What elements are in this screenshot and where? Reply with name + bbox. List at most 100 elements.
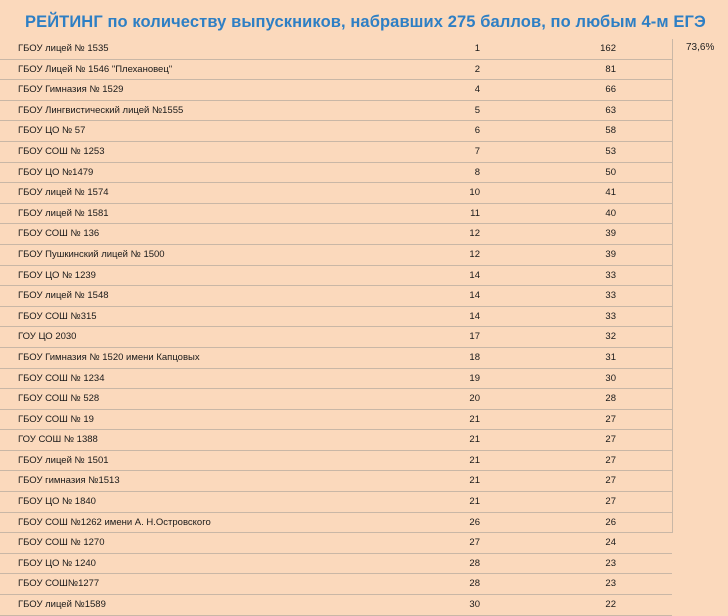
school-name: ГБОУ лицей № 1535 [18, 43, 109, 54]
table-row: ГБОУ СОШ № 1234 19 30 [0, 369, 672, 390]
graduates-count: 23 [605, 557, 616, 569]
graduates-count: 31 [605, 351, 616, 363]
rank-value: 28 [469, 557, 480, 569]
graduates-count: 63 [605, 104, 616, 116]
graduates-count: 39 [605, 248, 616, 260]
rank-value: 19 [469, 372, 480, 384]
school-name: ГБОУ СОШ № 1270 [18, 537, 105, 549]
rank-value: 17 [469, 331, 480, 343]
graduates-count: 58 [605, 125, 616, 137]
table-row: ГБОУ Гимназия № 1529 4 66 [0, 80, 672, 101]
table-row: ГБОУ Пушкинский лицей № 1500 12 39 [0, 245, 672, 266]
table-row: ГОУ ЦО 2030 17 32 [0, 327, 672, 348]
graduates-count: 66 [605, 84, 616, 96]
school-name: ГБОУ лицей №1589 [18, 599, 106, 611]
rank-value: 6 [474, 125, 480, 137]
rank-value: 10 [469, 187, 480, 199]
school-name: ГБОУ лицей № 1548 [18, 290, 109, 302]
rank-value: 11 [470, 207, 480, 219]
graduates-count: 81 [605, 63, 616, 75]
school-name: ГБОУ лицей № 1581 [18, 207, 109, 219]
table-right-border [672, 39, 673, 533]
rank-value: 21 [469, 496, 480, 508]
graduates-count: 28 [605, 393, 616, 405]
rank-value: 8 [474, 166, 480, 178]
graduates-count: 162 [600, 43, 616, 54]
table-row: ГБОУ ЦО № 1239 14 33 [0, 266, 672, 287]
graduates-count: 30 [605, 372, 616, 384]
school-name: ГБОУ Лицей № 1546 "Плехановец" [18, 63, 173, 75]
graduates-count: 53 [605, 145, 616, 157]
graduates-count: 26 [605, 516, 616, 528]
rank-value: 30 [469, 599, 480, 611]
table-row: ГБОУ лицей № 1535 1 162 [0, 39, 672, 60]
school-name: ГБОУ Лингвистический лицей №1555 [18, 104, 184, 116]
school-name: ГБОУ СОШ №315 [18, 310, 97, 322]
school-name: ГБОУ СОШ № 136 [18, 228, 100, 240]
graduates-count: 27 [605, 434, 616, 446]
rank-value: 1 [474, 43, 480, 54]
rank-value: 5 [474, 104, 480, 116]
rank-value: 21 [469, 434, 480, 446]
school-name: ГБОУ СОШ № 1234 [18, 372, 105, 384]
graduates-count: 41 [605, 187, 616, 199]
table-row: ГБОУ лицей № 1501 21 27 [0, 451, 672, 472]
school-name: ГБОУ СОШ №1262 имени А. Н.Островского [18, 516, 211, 528]
graduates-count: 50 [605, 166, 616, 178]
table-row: ГБОУ СОШ № 19 21 27 [0, 410, 672, 431]
rank-value: 2 [474, 63, 480, 75]
table-row: ГОУ СОШ № 1388 21 27 [0, 430, 672, 451]
graduates-count: 33 [605, 290, 616, 302]
table-row: ГБОУ Лингвистический лицей №1555 5 63 [0, 101, 672, 122]
rank-value: 27 [469, 537, 480, 549]
rank-value: 7 [474, 145, 480, 157]
school-name: ГБОУ ЦО № 57 [18, 125, 86, 137]
graduates-count: 27 [605, 475, 616, 487]
rank-value: 14 [469, 310, 480, 322]
rank-value: 21 [469, 454, 480, 466]
ranking-table: ГБОУ лицей № 1535 1 162 ГБОУ Лицей № 1546 "… [0, 39, 672, 616]
school-name: ГБОУ Гимназия № 1529 [18, 84, 124, 96]
table-row: ГБОУ ЦО № 57 6 58 [0, 121, 672, 142]
table-row: ГБОУ ЦО № 1840 21 27 [0, 492, 672, 513]
school-name: ГБОУ гимназия №1513 [18, 475, 120, 487]
school-name: ГБОУ лицей № 1574 [18, 187, 109, 199]
rank-value: 18 [469, 351, 480, 363]
school-name: ГБОУ СОШ № 1253 [18, 145, 105, 157]
school-name: ГБОУ ЦО № 1239 [18, 269, 96, 281]
school-name: ГОУ ЦО 2030 [18, 331, 77, 343]
graduates-count: 33 [605, 310, 616, 322]
table-row: ГБОУ лицей №1589 30 22 [0, 595, 672, 616]
rank-value: 12 [469, 248, 480, 260]
graduates-count: 27 [605, 413, 616, 425]
rank-value: 26 [469, 516, 480, 528]
table-row: ГБОУ СОШ № 528 20 28 [0, 389, 672, 410]
school-name: ГБОУ ЦО № 1840 [18, 496, 96, 508]
table-row: ГБОУ ЦО № 1240 28 23 [0, 554, 672, 575]
graduates-count: 23 [605, 578, 616, 590]
table-row: ГБОУ лицей № 1548 14 33 [0, 286, 672, 307]
graduates-count: 22 [605, 599, 616, 611]
graduates-count: 33 [605, 269, 616, 281]
table-row: ГБОУ СОШ №315 14 33 [0, 307, 672, 328]
table-row: ГБОУ СОШ № 1253 7 53 [0, 142, 672, 163]
table-row: ГБОУ СОШ № 1270 27 24 [0, 533, 672, 554]
school-name: ГБОУ лицей № 1501 [18, 454, 109, 466]
school-name: ГБОУ Пушкинский лицей № 1500 [18, 248, 165, 260]
school-name: ГБОУ ЦО №1479 [18, 166, 94, 178]
graduates-count: 24 [605, 537, 616, 549]
graduates-count: 40 [605, 207, 616, 219]
table-row: ГБОУ Лицей № 1546 "Плехановец" 2 81 [0, 60, 672, 81]
school-name: ГОУ СОШ № 1388 [18, 434, 98, 446]
school-name: ГБОУ СОШ № 19 [18, 413, 94, 425]
percentage-note: 73,6% [686, 42, 715, 53]
school-name: ГБОУ СОШ № 528 [18, 393, 100, 405]
table-row: ГБОУ ЦО №1479 8 50 [0, 163, 672, 184]
rank-value: 14 [469, 290, 480, 302]
graduates-count: 32 [605, 331, 616, 343]
rank-value: 14 [469, 269, 480, 281]
table-row: ГБОУ СОШ№1277 28 23 [0, 574, 672, 596]
school-name: ГБОУ Гимназия № 1520 имени Капцовых [18, 351, 200, 363]
table-row: ГБОУ лицей № 1574 10 41 [0, 183, 672, 204]
graduates-count: 27 [605, 496, 616, 508]
